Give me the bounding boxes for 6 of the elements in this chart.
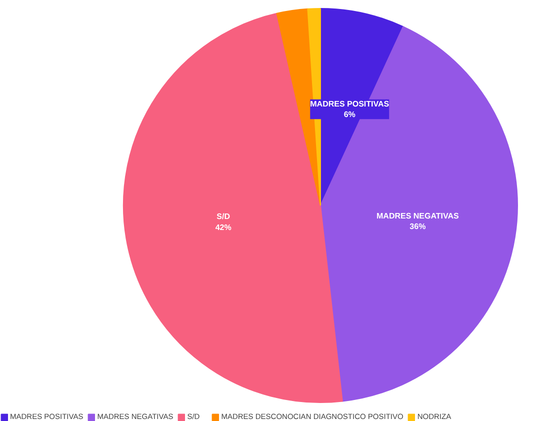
slice-label: MADRES POSITIVAS xyxy=(310,99,390,108)
slice-label: S/D xyxy=(216,212,230,222)
data-label: 36% xyxy=(410,222,426,232)
slice-label: MADRES NEGATIVAS xyxy=(376,211,460,220)
data-label: 6% xyxy=(344,110,356,120)
data-label: 42% xyxy=(215,222,232,232)
